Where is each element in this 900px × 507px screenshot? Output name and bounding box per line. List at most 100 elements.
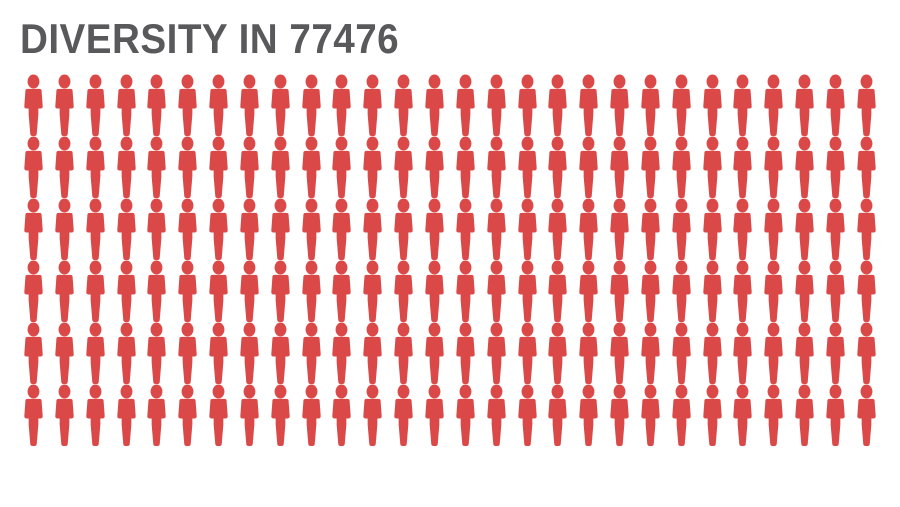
person-icon xyxy=(729,322,756,384)
person-icon xyxy=(452,322,479,384)
person-icon xyxy=(205,136,232,198)
person-icon xyxy=(544,322,571,384)
person-icon xyxy=(359,322,386,384)
person-icon xyxy=(637,384,664,446)
person-icon xyxy=(298,74,325,136)
person-icon xyxy=(328,136,355,198)
person-icon xyxy=(236,384,263,446)
person-icon xyxy=(760,260,787,322)
person-icon xyxy=(82,260,109,322)
person-icon xyxy=(143,384,170,446)
person-icon xyxy=(575,198,602,260)
person-icon xyxy=(328,260,355,322)
person-icon xyxy=(236,74,263,136)
person-icon xyxy=(452,384,479,446)
person-icon xyxy=(668,322,695,384)
person-icon xyxy=(822,384,849,446)
person-icon xyxy=(267,198,294,260)
person-icon xyxy=(390,136,417,198)
person-icon xyxy=(143,322,170,384)
diversity-chart-page: DIVERSITY IN 77476 xyxy=(0,0,900,507)
person-icon xyxy=(637,322,664,384)
person-icon xyxy=(51,384,78,446)
person-icon xyxy=(822,322,849,384)
person-icon xyxy=(51,74,78,136)
person-icon xyxy=(791,74,818,136)
person-icon xyxy=(760,384,787,446)
person-icon xyxy=(822,198,849,260)
person-icon-row xyxy=(20,322,880,384)
person-icon xyxy=(544,74,571,136)
person-icon xyxy=(729,74,756,136)
person-icon xyxy=(298,260,325,322)
person-icon xyxy=(483,260,510,322)
person-icon xyxy=(328,384,355,446)
person-icon xyxy=(822,136,849,198)
person-icon xyxy=(236,198,263,260)
person-icon xyxy=(82,136,109,198)
person-icon xyxy=(575,74,602,136)
person-icon xyxy=(637,260,664,322)
person-icon xyxy=(514,198,541,260)
person-icon xyxy=(298,322,325,384)
person-icon xyxy=(359,384,386,446)
person-icon xyxy=(51,136,78,198)
person-icon xyxy=(606,260,633,322)
person-icon xyxy=(174,198,201,260)
person-icon xyxy=(853,384,880,446)
person-icon xyxy=(205,74,232,136)
person-icon xyxy=(113,198,140,260)
person-icon xyxy=(174,384,201,446)
person-icon-row xyxy=(20,136,880,198)
person-icon xyxy=(174,136,201,198)
person-icon xyxy=(575,260,602,322)
person-icon xyxy=(205,198,232,260)
person-icon xyxy=(174,322,201,384)
person-icon xyxy=(760,74,787,136)
person-icon xyxy=(267,322,294,384)
person-icon xyxy=(514,136,541,198)
person-icon xyxy=(51,198,78,260)
person-icon xyxy=(113,322,140,384)
person-icon xyxy=(20,136,47,198)
person-icon xyxy=(668,74,695,136)
person-icon xyxy=(20,198,47,260)
person-icon xyxy=(514,74,541,136)
person-icon xyxy=(452,198,479,260)
person-icon-row xyxy=(20,198,880,260)
person-icon xyxy=(452,74,479,136)
person-icon xyxy=(699,260,726,322)
person-icon xyxy=(575,136,602,198)
person-icon xyxy=(390,260,417,322)
person-icon xyxy=(82,384,109,446)
person-icon xyxy=(729,384,756,446)
person-icon xyxy=(822,260,849,322)
person-icon xyxy=(390,322,417,384)
person-icon xyxy=(699,136,726,198)
person-icon-grid xyxy=(20,74,880,446)
person-icon xyxy=(729,136,756,198)
person-icon xyxy=(205,384,232,446)
person-icon xyxy=(51,322,78,384)
person-icon xyxy=(791,136,818,198)
person-icon xyxy=(699,384,726,446)
person-icon xyxy=(822,74,849,136)
person-icon xyxy=(359,198,386,260)
person-icon xyxy=(699,198,726,260)
person-icon xyxy=(421,198,448,260)
person-icon xyxy=(143,260,170,322)
person-icon-row xyxy=(20,260,880,322)
person-icon xyxy=(853,260,880,322)
person-icon xyxy=(575,384,602,446)
person-icon xyxy=(853,322,880,384)
person-icon xyxy=(298,384,325,446)
person-icon xyxy=(544,384,571,446)
person-icon xyxy=(390,74,417,136)
person-icon xyxy=(267,136,294,198)
person-icon xyxy=(82,198,109,260)
person-icon xyxy=(421,74,448,136)
person-icon xyxy=(421,384,448,446)
person-icon xyxy=(205,322,232,384)
person-icon xyxy=(20,322,47,384)
person-icon xyxy=(791,260,818,322)
